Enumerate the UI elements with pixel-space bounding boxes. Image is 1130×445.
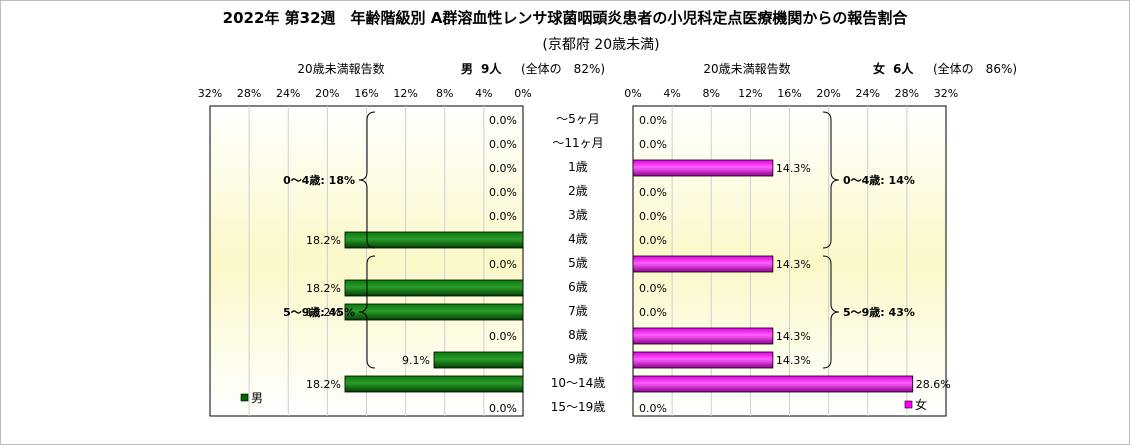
female-bar xyxy=(632,375,914,393)
male-value-label: 9.1% xyxy=(402,354,430,367)
category-label: ～5ヶ月 xyxy=(556,112,600,126)
male-value-label: 0.0% xyxy=(489,162,517,175)
female-value-label: 0.0% xyxy=(639,210,667,223)
female-group-label: 5～9歳: 43% xyxy=(843,305,915,319)
female-group-label: 0～4歳: 14% xyxy=(843,173,915,187)
left-tick-label: 8% xyxy=(436,87,453,100)
right-header-count: 6人 xyxy=(893,61,914,76)
category-label: 7歳 xyxy=(568,304,588,318)
male-bar xyxy=(344,231,524,249)
category-label: 15～19歳 xyxy=(551,400,606,414)
female-group-brace xyxy=(822,255,840,369)
male-value-label: 18.2% xyxy=(306,306,341,319)
right-tick-label: 28% xyxy=(895,87,919,100)
female-value-label: 14.3% xyxy=(776,258,811,271)
chart-title: 2022年 第32週 年齢階級別 A群溶血性レンサ球菌咽頭炎患者の小児科定点医療… xyxy=(223,9,909,27)
right-tick-label: 16% xyxy=(777,87,801,100)
male-value-label: 18.2% xyxy=(306,234,341,247)
category-label: 5歳 xyxy=(568,256,588,270)
left-tick-label: 16% xyxy=(354,87,378,100)
male-value-label: 0.0% xyxy=(489,258,517,271)
category-label: 3歳 xyxy=(568,208,588,222)
male-bar xyxy=(344,303,524,321)
female-value-label: 0.0% xyxy=(639,234,667,247)
right-tick-label: 24% xyxy=(856,87,880,100)
right-header-total: (全体の 86%) xyxy=(933,61,1017,76)
category-label: 4歳 xyxy=(568,232,588,246)
right-tick-label: 32% xyxy=(934,87,958,100)
male-value-label: 0.0% xyxy=(489,402,517,415)
category-label: 10～14歳 xyxy=(551,376,606,390)
male-group-label: 5～9歳: 45% xyxy=(283,305,355,319)
category-label: 6歳 xyxy=(568,280,588,294)
male-legend-label: 男 xyxy=(251,391,263,405)
right-tick-label: 12% xyxy=(738,87,762,100)
left-tick-label: 0% xyxy=(514,87,531,100)
male-value-label: 0.0% xyxy=(489,186,517,199)
male-bar xyxy=(344,279,524,297)
male-value-label: 0.0% xyxy=(489,114,517,127)
female-value-label: 0.0% xyxy=(639,114,667,127)
male-group-brace xyxy=(358,255,376,369)
female-value-label: 0.0% xyxy=(639,402,667,415)
male-value-label: 0.0% xyxy=(489,138,517,151)
female-legend-label: 女 xyxy=(915,397,927,412)
female-value-label: 0.0% xyxy=(639,138,667,151)
left-axis-caption: 20歳未満報告数 xyxy=(297,61,384,76)
category-label: 9歳 xyxy=(568,352,588,366)
male-bar xyxy=(344,375,524,393)
category-label: 2歳 xyxy=(568,184,588,198)
right-header-sex: 女 xyxy=(873,61,885,76)
female-group-brace xyxy=(822,111,840,249)
left-tick-label: 12% xyxy=(393,87,417,100)
female-legend-swatch xyxy=(904,400,913,409)
female-bar xyxy=(632,327,774,345)
chart-subtitle: (京都府 20歳未満) xyxy=(542,37,659,53)
male-value-label: 0.0% xyxy=(489,330,517,343)
male-group-label: 0～4歳: 18% xyxy=(283,173,355,187)
male-legend-swatch xyxy=(240,393,249,402)
female-value-label: 0.0% xyxy=(639,306,667,319)
female-bar xyxy=(632,159,774,177)
male-value-label: 0.0% xyxy=(489,210,517,223)
chart-marks: 0% 0% 4% 4% 8% 8% 12% 12% 16% 16% 20% 20% 24% 24% 28% 2… xyxy=(198,87,958,416)
male-value-label: 18.2% xyxy=(306,282,341,295)
left-tick-label: 20% xyxy=(315,87,339,100)
female-value-label: 14.3% xyxy=(776,330,811,343)
category-label: 1歳 xyxy=(568,160,588,174)
left-tick-label: 28% xyxy=(237,87,261,100)
left-header-sex: 男 xyxy=(461,62,473,76)
female-value-label: 0.0% xyxy=(639,186,667,199)
right-axis-caption: 20歳未満報告数 xyxy=(703,61,790,76)
right-tick-label: 20% xyxy=(816,87,840,100)
male-bar xyxy=(433,351,524,369)
female-bar xyxy=(632,351,774,369)
female-value-label: 0.0% xyxy=(639,282,667,295)
female-value-label: 28.6% xyxy=(916,378,951,391)
female-bar xyxy=(632,255,774,273)
left-header-total: (全体の 82%) xyxy=(521,61,605,76)
male-group-brace xyxy=(358,111,376,249)
category-label: ～11ヶ月 xyxy=(552,136,603,150)
right-tick-label: 8% xyxy=(703,87,720,100)
left-tick-label: 24% xyxy=(276,87,300,100)
male-value-label: 18.2% xyxy=(306,378,341,391)
left-tick-label: 32% xyxy=(198,87,222,100)
right-tick-label: 0% xyxy=(624,87,641,100)
left-header-count: 9人 xyxy=(481,61,502,76)
category-label: 8歳 xyxy=(568,328,588,342)
left-tick-label: 4% xyxy=(475,87,492,100)
right-tick-label: 4% xyxy=(663,87,680,100)
female-value-label: 14.3% xyxy=(776,162,811,175)
female-value-label: 14.3% xyxy=(776,354,811,367)
